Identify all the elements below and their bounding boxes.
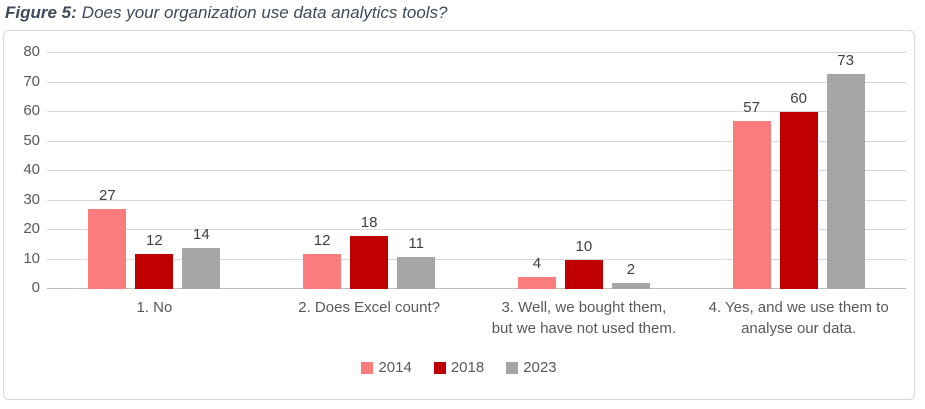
gridline [47,111,906,112]
bar-2018-category-1: 12 [135,232,174,289]
y-axis-tick-label: 10 [23,249,40,267]
bar-2023-category-3: 2 [611,261,650,289]
bar-value-label: 2 [626,261,636,279]
legend-label: 2018 [450,359,485,376]
bar-2014-category-4: 57 [732,99,771,289]
bar-value-label: 12 [146,231,163,249]
gridline [47,52,906,53]
bar-2018-category-2: 18 [350,214,389,289]
bar-group-3: 4 10 2 [477,53,692,289]
bar-value-label: 73 [837,51,854,69]
y-axis-tick-label: 30 [23,190,40,208]
gridline [47,199,906,201]
y-axis-tick-label: 80 [23,43,40,60]
bar-2018-category-4: 60 [779,90,818,289]
gridline [47,229,906,230]
legend-item-2018: 2018 [433,359,485,376]
x-axis-label-cell: 2. Does Excel count? [262,297,477,339]
bar-2023-category-1: 14 [182,226,221,289]
bar-value-label: 57 [743,98,760,116]
y-axis-tick-label: 60 [23,102,40,119]
bar-value-label: 18 [360,213,378,231]
bar-2014-category-2: 12 [303,232,342,289]
gridline [47,81,906,83]
legend-item-2014: 2014 [361,359,412,376]
x-axis-label-cell: 4. Yes, and we use them to analyse our d… [691,297,906,339]
bar-group-4: 57 60 73 [691,52,906,289]
bar-2014-category-1: 27 [88,187,127,289]
bar-2023-category-2: 11 [397,235,436,289]
bar-value-label: 60 [790,90,807,107]
y-axis-tick-label: 70 [23,72,40,90]
bar-group-2: 12 18 11 [262,53,477,289]
legend-swatch-icon [433,361,446,374]
gridline [47,140,906,142]
y-axis: 0 10 20 30 40 50 60 70 80 [4,43,40,296]
gridline [47,258,906,260]
y-axis-tick-label: 0 [31,279,40,296]
bar-value-label: 4 [532,255,542,273]
x-axis-label-cell: 1. No [47,297,262,339]
bar-value-label: 11 [408,234,424,252]
bar-group-1: 27 12 14 [47,53,262,289]
chart-frame: 0 10 20 30 40 50 60 70 80 27 12 14 12 18 11 4 10 2 57 60 73… [3,30,915,400]
bar-value-label: 27 [99,187,116,205]
y-axis-tick-label: 40 [23,161,40,178]
legend-label: 2014 [378,359,412,376]
y-axis-tick-label: 20 [23,220,40,237]
figure-label: Figure 5: [5,3,77,22]
x-axis-line [47,288,906,289]
figure-caption: Does your organization use data analytic… [81,3,448,22]
x-axis-labels: 1. No 2. Does Excel count? 3. Well, we bou… [47,297,906,339]
bar-2018-category-3: 10 [564,238,603,289]
legend-swatch-icon [506,361,519,374]
legend: 2014 2018 2023 [4,359,914,376]
bar-value-label: 10 [575,237,593,255]
plot-area: 27 12 14 12 18 11 4 10 2 57 60 73 [47,52,906,289]
bar-value-label: 14 [193,225,210,243]
figure-title: Figure 5: Does your organization use data… [5,3,448,23]
bar-2014-category-3: 4 [517,255,556,289]
y-axis-tick-label: 50 [23,131,40,149]
legend-item-2023: 2023 [506,359,557,376]
bar-value-label: 12 [313,231,331,249]
x-axis-category-label: 4. Yes, and we use them to analyse our d… [708,299,889,337]
x-axis-category-label: 3. Well, we bought them, but we have not… [491,299,677,337]
legend-label: 2023 [523,359,557,376]
x-axis-label-cell: 3. Well, we bought them, but we have not… [477,297,692,339]
gridline [47,170,906,171]
bar-2023-category-4: 73 [826,52,865,289]
legend-swatch-icon [361,361,374,374]
x-axis-category-label: 1. No [136,299,173,316]
x-axis-category-label: 2. Does Excel count? [298,299,440,316]
bar-groups: 27 12 14 12 18 11 4 10 2 57 60 73 [47,52,906,289]
